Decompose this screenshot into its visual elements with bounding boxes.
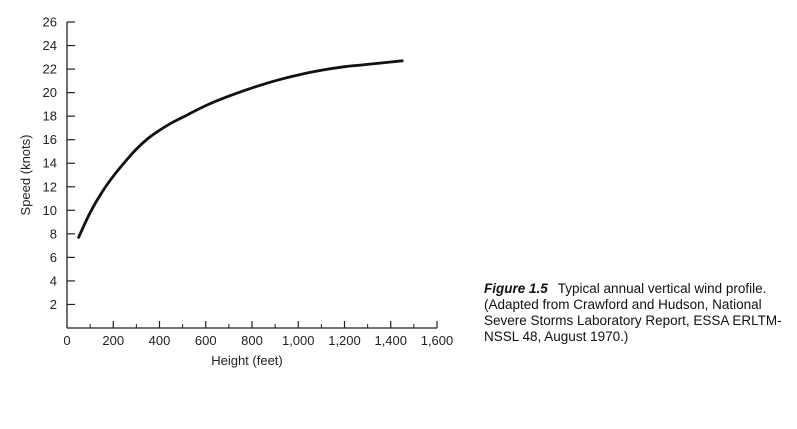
- y-tick-label: 18: [43, 109, 57, 124]
- y-tick-label: 24: [43, 38, 57, 53]
- y-axis-title: Speed (knots): [18, 135, 33, 216]
- y-tick-label: 16: [43, 132, 57, 147]
- figure-number: Figure 1.5: [484, 281, 548, 296]
- y-tick-label: 12: [43, 179, 57, 194]
- data-series: [77, 59, 404, 239]
- y-tick-label: 6: [50, 250, 57, 265]
- y-tick-label: 22: [43, 62, 57, 77]
- caption-text: Typical annual vertical wind profile. (A…: [484, 281, 782, 344]
- figure-caption: Figure 1.5 Typical annual vertical wind p…: [484, 281, 784, 345]
- y-tick-label: 20: [43, 85, 57, 100]
- wind-speed-curve: [77, 59, 404, 239]
- axes: [66, 22, 437, 329]
- y-tick-label: 8: [50, 226, 57, 241]
- y-tick-label: 4: [50, 273, 57, 288]
- x-tick-label: 1,200: [328, 333, 361, 348]
- y-tick-label: 14: [43, 156, 57, 171]
- x-axis-title: Height (feet): [211, 353, 283, 368]
- x-tick-label: 600: [195, 333, 217, 348]
- y-tick-label: 26: [43, 15, 57, 30]
- x-tick-label: 1,600: [421, 333, 454, 348]
- x-tick-label: 400: [149, 333, 171, 348]
- x-tick-label: 800: [241, 333, 263, 348]
- y-tick-label: 2: [50, 297, 57, 312]
- y-tick-label: 10: [43, 203, 57, 218]
- x-tick-label: 0: [63, 333, 70, 348]
- x-tick-label: 1,400: [374, 333, 407, 348]
- x-tick-label: 1,000: [282, 333, 315, 348]
- x-axis-ticks: 0 200 400 600 800 1,000 1,200 1,400 1,600: [63, 321, 453, 348]
- x-tick-label: 200: [102, 333, 124, 348]
